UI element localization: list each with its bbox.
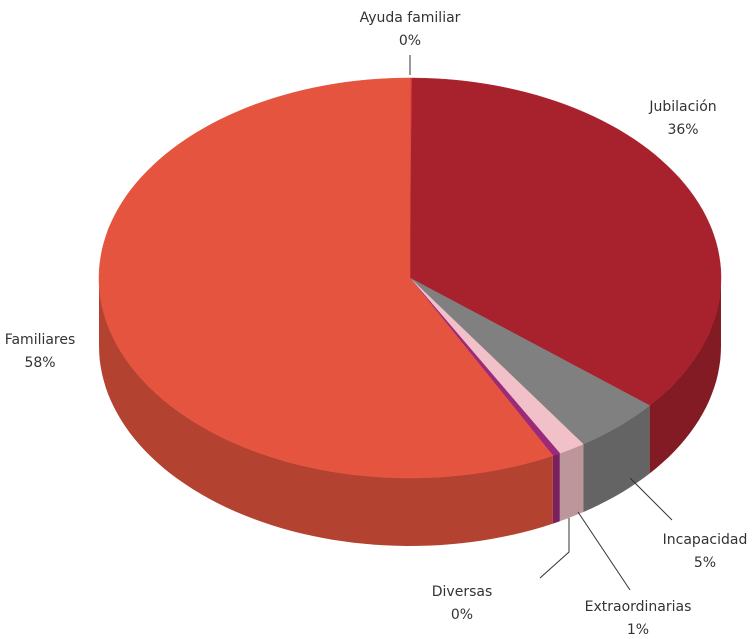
value-label: 58%: [24, 355, 55, 371]
value-label: 0%: [451, 607, 473, 623]
slice: [409, 77, 722, 406]
slice-side: [552, 453, 560, 524]
slice: [98, 77, 554, 479]
slice-label: Incapacidad: [663, 532, 748, 548]
slice-side: [559, 444, 584, 522]
value-label: 1%: [627, 622, 649, 638]
slice-side: [583, 405, 650, 513]
slice-side: [649, 278, 721, 474]
value-label: 5%: [694, 555, 716, 571]
slice-label: Familiares: [5, 332, 76, 348]
slice-side: [99, 278, 553, 546]
slice-label: Diversas: [432, 584, 493, 600]
leader-line: [629, 477, 673, 521]
slice: [409, 277, 651, 445]
leader-line: [539, 518, 570, 579]
value-label: 0%: [399, 33, 421, 49]
value-label: 36%: [667, 122, 698, 138]
slice-label: Extraordinarias: [585, 599, 692, 615]
leader-line: [577, 511, 631, 591]
slice-label: Ayuda familiar: [360, 10, 461, 26]
slice-label: Jubilación: [648, 99, 716, 115]
